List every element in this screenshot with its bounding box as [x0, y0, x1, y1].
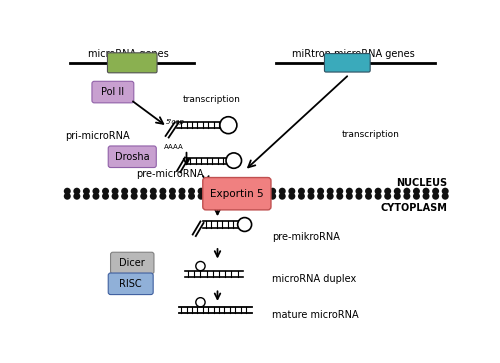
Text: 5'cap: 5'cap	[166, 119, 184, 125]
Text: pre-microRNA: pre-microRNA	[136, 170, 204, 179]
Circle shape	[102, 188, 109, 195]
Circle shape	[198, 193, 204, 200]
FancyBboxPatch shape	[203, 178, 271, 210]
Circle shape	[178, 188, 186, 195]
Text: pre-mikroRNA: pre-mikroRNA	[272, 232, 340, 242]
Text: transcription: transcription	[182, 94, 240, 103]
Circle shape	[288, 188, 296, 195]
Circle shape	[150, 193, 157, 200]
Circle shape	[374, 188, 382, 195]
Text: AAAA: AAAA	[164, 144, 184, 150]
Circle shape	[269, 188, 276, 195]
Circle shape	[64, 193, 71, 200]
Circle shape	[413, 188, 420, 195]
Circle shape	[74, 193, 80, 200]
Circle shape	[279, 188, 285, 195]
Circle shape	[365, 193, 372, 200]
Circle shape	[130, 188, 138, 195]
Circle shape	[298, 193, 305, 200]
Circle shape	[317, 193, 324, 200]
Circle shape	[394, 193, 401, 200]
Circle shape	[64, 188, 71, 195]
Circle shape	[384, 188, 391, 195]
FancyBboxPatch shape	[110, 252, 154, 274]
FancyBboxPatch shape	[108, 273, 153, 295]
Circle shape	[112, 193, 118, 200]
Circle shape	[308, 188, 314, 195]
Text: transcription: transcription	[342, 130, 400, 139]
Circle shape	[140, 188, 147, 195]
Circle shape	[326, 188, 334, 195]
Circle shape	[442, 193, 448, 200]
Text: miRtron microRNA genes: miRtron microRNA genes	[292, 49, 414, 59]
Circle shape	[121, 188, 128, 195]
Circle shape	[317, 188, 324, 195]
Text: pri-microRNA: pri-microRNA	[65, 131, 130, 141]
Text: Dicer: Dicer	[120, 258, 145, 268]
Text: microRNA duplex: microRNA duplex	[272, 274, 356, 284]
Circle shape	[169, 193, 176, 200]
Circle shape	[336, 188, 344, 195]
Circle shape	[130, 193, 138, 200]
Circle shape	[336, 193, 344, 200]
FancyBboxPatch shape	[108, 146, 156, 168]
Text: CYTOPLASM: CYTOPLASM	[381, 203, 448, 213]
FancyBboxPatch shape	[324, 54, 370, 72]
Circle shape	[160, 193, 166, 200]
Circle shape	[432, 193, 439, 200]
Circle shape	[404, 193, 410, 200]
Circle shape	[384, 193, 391, 200]
Circle shape	[188, 188, 195, 195]
Circle shape	[83, 193, 90, 200]
Circle shape	[394, 188, 401, 195]
Circle shape	[178, 193, 186, 200]
Circle shape	[288, 193, 296, 200]
Circle shape	[112, 188, 118, 195]
Text: microRNA genes: microRNA genes	[88, 49, 169, 59]
Circle shape	[140, 193, 147, 200]
Circle shape	[279, 193, 285, 200]
Circle shape	[198, 188, 204, 195]
Circle shape	[92, 193, 100, 200]
Circle shape	[346, 193, 353, 200]
Circle shape	[74, 188, 80, 195]
Text: Drosha: Drosha	[115, 152, 150, 162]
Circle shape	[356, 188, 362, 195]
Circle shape	[374, 193, 382, 200]
Circle shape	[365, 188, 372, 195]
Circle shape	[102, 193, 109, 200]
Circle shape	[422, 188, 430, 195]
Circle shape	[150, 188, 157, 195]
Circle shape	[326, 193, 334, 200]
Text: RISC: RISC	[120, 279, 142, 289]
Circle shape	[169, 188, 176, 195]
Circle shape	[269, 193, 276, 200]
Circle shape	[308, 193, 314, 200]
Circle shape	[422, 193, 430, 200]
Text: mature microRNA: mature microRNA	[272, 310, 358, 321]
Circle shape	[188, 193, 195, 200]
FancyBboxPatch shape	[108, 53, 157, 73]
Circle shape	[121, 193, 128, 200]
Circle shape	[160, 188, 166, 195]
Circle shape	[356, 193, 362, 200]
Circle shape	[83, 188, 90, 195]
Text: Exportin 5: Exportin 5	[210, 189, 264, 199]
Circle shape	[413, 193, 420, 200]
Text: NUCLEUS: NUCLEUS	[396, 178, 448, 188]
FancyBboxPatch shape	[92, 81, 134, 103]
Text: Pol II: Pol II	[102, 87, 124, 97]
Circle shape	[346, 188, 353, 195]
Circle shape	[442, 188, 448, 195]
Circle shape	[432, 188, 439, 195]
Circle shape	[92, 188, 100, 195]
Circle shape	[298, 188, 305, 195]
Circle shape	[404, 188, 410, 195]
